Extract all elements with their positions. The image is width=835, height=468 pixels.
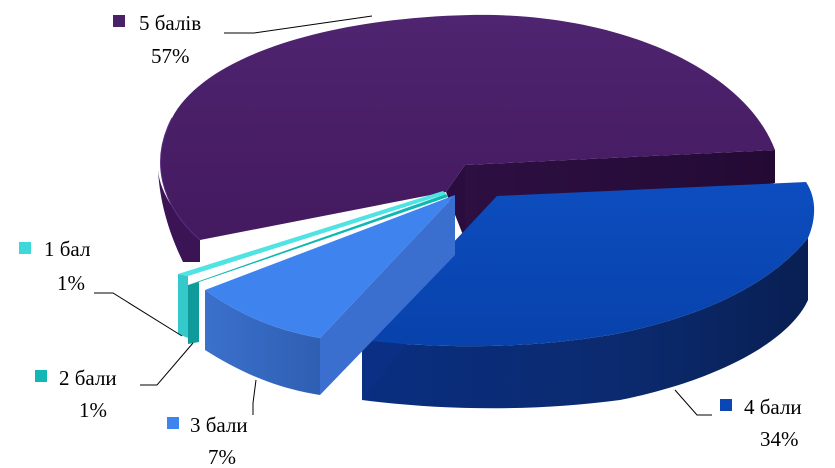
label-2-balls-name: 2 бали [59, 366, 117, 390]
legend-swatch-3-balls [167, 417, 179, 429]
legend-swatch-4-balls [720, 399, 732, 411]
leader-4-balls [674, 389, 712, 416]
label-3-balls: 3 бали 7% [167, 379, 257, 468]
label-5-balls: 5 балів 57% [113, 11, 373, 68]
legend-swatch-5-balls [113, 15, 125, 27]
label-4-balls-name: 4 бали [744, 395, 802, 419]
label-1-ball-name: 1 бал [44, 237, 90, 261]
leader-2-balls [140, 342, 194, 386]
label-1-ball: 1 бал 1% [19, 237, 183, 337]
legend-swatch-1-ball [19, 242, 31, 254]
slice-4-balls [362, 182, 815, 409]
label-4-balls: 4 бали 34% [674, 389, 802, 451]
label-1-ball-value: 1% [57, 271, 85, 295]
slice-1-ball [178, 191, 446, 338]
label-5-balls-name: 5 балів [139, 11, 201, 35]
label-4-balls-value: 34% [760, 427, 799, 451]
label-3-balls-name: 3 бали [190, 413, 248, 437]
label-2-balls-value: 1% [79, 398, 107, 422]
label-3-balls-value: 7% [208, 445, 236, 468]
slice-3-balls [205, 195, 455, 395]
legend-swatch-2-balls [35, 370, 47, 382]
leader-5-balls [224, 15, 373, 34]
label-2-balls: 2 бали 1% [35, 342, 194, 422]
label-5-balls-value: 57% [151, 44, 190, 68]
leader-1-ball [94, 292, 183, 337]
leader-3-balls [252, 379, 257, 415]
slice-2-balls [188, 194, 448, 344]
